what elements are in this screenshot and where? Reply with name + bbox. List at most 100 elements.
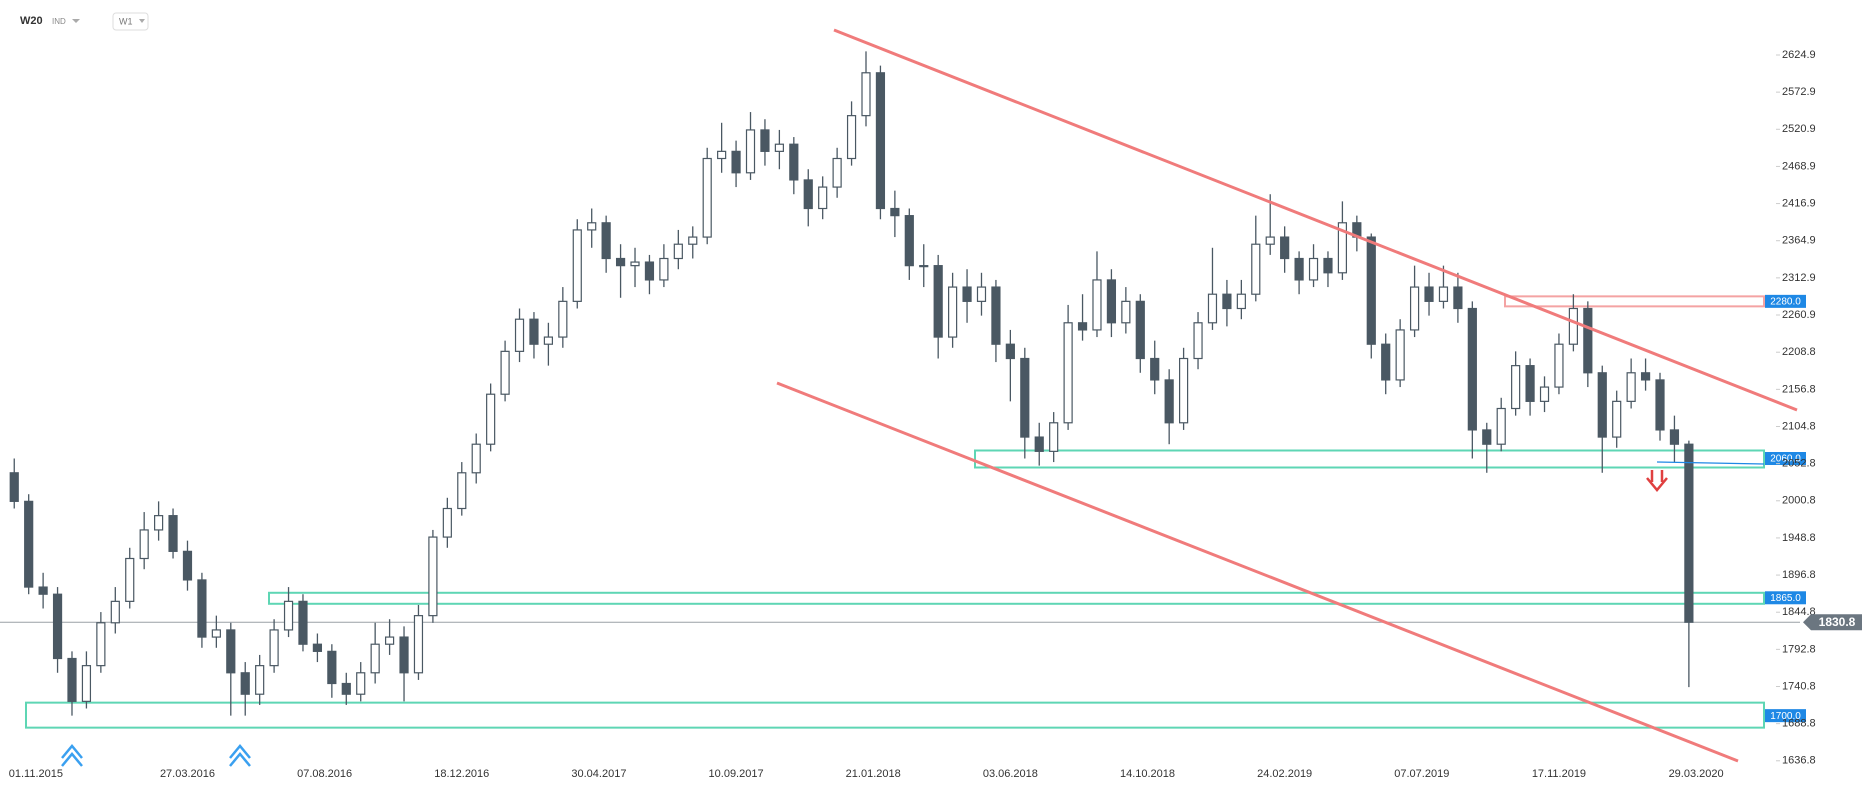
y-tick-label: 1792.8 <box>1782 643 1816 655</box>
x-tick-label: 29.03.2020 <box>1669 768 1724 780</box>
candle-body <box>760 129 770 152</box>
candle-body <box>1496 407 1506 445</box>
candle-body <box>1193 322 1203 360</box>
candle-body <box>96 622 106 667</box>
level-label: 1865.0 <box>1770 593 1801 604</box>
candle-body <box>255 665 265 695</box>
candle-body <box>1482 429 1492 445</box>
y-tick-label: 2572.9 <box>1782 86 1816 98</box>
level-label-box <box>1765 591 1806 605</box>
candle-body <box>1525 365 1535 402</box>
candle-body <box>1323 257 1333 274</box>
candle-body <box>413 615 424 674</box>
x-tick-label: 07.07.2019 <box>1394 768 1449 780</box>
x-tick-label: 14.10.2018 <box>1120 768 1175 780</box>
candle-body <box>298 600 308 645</box>
x-tick-label: 18.12.2016 <box>434 768 489 780</box>
y-tick-label: 1636.8 <box>1782 755 1816 767</box>
candle-body <box>81 665 92 702</box>
candle-body <box>500 350 510 395</box>
candle-body <box>832 157 842 188</box>
y-tick-label: 1740.8 <box>1782 680 1816 692</box>
candle-body <box>1106 279 1117 324</box>
candle-body <box>197 579 207 638</box>
candle-body <box>745 129 756 174</box>
x-tick-label: 24.02.2019 <box>1257 768 1312 780</box>
candle-body <box>67 657 77 702</box>
candle-body <box>846 115 857 160</box>
y-tick-label: 2260.9 <box>1782 309 1816 321</box>
trend-line <box>833 28 1798 412</box>
candle-body <box>1366 236 1376 345</box>
y-tick-label: 1844.8 <box>1782 606 1816 618</box>
candle-body <box>904 215 914 267</box>
candle-body <box>558 300 568 338</box>
candle-body <box>615 257 626 267</box>
level-label-box <box>1765 709 1806 723</box>
interval-box[interactable] <box>112 12 149 31</box>
x-tick-label: 27.03.2016 <box>160 768 215 780</box>
y-tick-label: 1688.8 <box>1782 718 1816 730</box>
candle-body <box>875 72 886 210</box>
drawn-line <box>1656 461 1765 465</box>
candle-body <box>731 150 741 174</box>
candle-body <box>818 186 828 210</box>
level-label-box <box>1765 294 1806 308</box>
y-tick-label: 2052.8 <box>1782 458 1816 470</box>
dropdown-icon[interactable] <box>72 19 80 23</box>
candle-body <box>168 515 178 552</box>
candle-body <box>1308 257 1319 281</box>
interval[interactable]: W1 <box>119 16 133 26</box>
candle-body <box>1612 400 1622 438</box>
candle-body <box>110 600 120 624</box>
candle-body <box>1280 236 1290 260</box>
candle-body <box>226 629 236 674</box>
candle-body <box>1467 307 1477 431</box>
x-tick-label: 30.04.2017 <box>571 768 626 780</box>
candle-body <box>370 643 380 674</box>
candle-body <box>1222 293 1232 310</box>
candle-body <box>919 265 929 268</box>
y-tick-label: 2000.8 <box>1782 495 1816 507</box>
candle-body <box>1554 343 1564 388</box>
candle-body <box>1005 343 1015 360</box>
candle-body <box>774 143 784 152</box>
candle-body <box>529 318 539 345</box>
candle-body <box>1438 286 1449 302</box>
y-tick-label: 2156.8 <box>1782 383 1816 395</box>
candle-body <box>312 643 323 652</box>
candle-body <box>572 229 582 302</box>
candle-body <box>428 536 438 617</box>
current-price-label: 1830.8 <box>1819 615 1856 629</box>
dropdown-icon <box>139 19 145 23</box>
y-tick-label: 1896.8 <box>1782 569 1816 581</box>
candle-body <box>471 443 481 474</box>
candle-body <box>1539 386 1550 402</box>
candle-body <box>1063 322 1073 424</box>
level-label: 2280.0 <box>1770 296 1801 307</box>
market[interactable]: IND <box>52 17 66 26</box>
down-arrow <box>1646 470 1668 492</box>
candle-body <box>1251 243 1261 295</box>
candle-body <box>356 672 366 695</box>
y-tick-label: 2104.8 <box>1782 420 1816 432</box>
candle-body <box>1135 300 1145 360</box>
candle-body <box>601 222 611 260</box>
y-tick-label: 2468.9 <box>1782 160 1816 172</box>
candle-body <box>1207 293 1218 324</box>
candle-body <box>717 150 727 160</box>
candle-body <box>1294 257 1304 281</box>
candle-body <box>38 586 48 595</box>
candle-body <box>514 318 525 352</box>
candle-body <box>1381 343 1391 381</box>
candle-body <box>457 472 467 510</box>
candle-body <box>1626 372 1636 402</box>
x-tick-label: 01.11.2015 <box>9 768 63 780</box>
candle-body <box>1150 357 1160 381</box>
candle-body <box>442 507 452 538</box>
candle-body <box>211 629 221 638</box>
candle-body <box>1265 236 1275 245</box>
candle-body <box>789 143 799 181</box>
candle-body <box>1395 329 1405 381</box>
candle-body <box>890 207 900 217</box>
